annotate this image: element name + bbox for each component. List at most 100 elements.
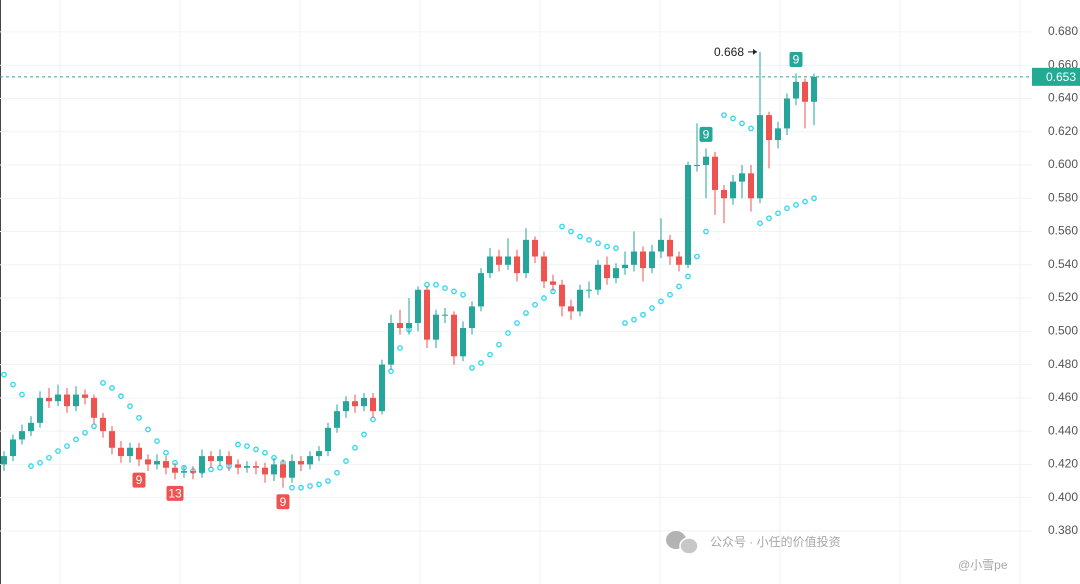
candle-body: [469, 306, 475, 329]
y-tick-label: 0.440: [1048, 423, 1078, 437]
sar-dot: [145, 426, 151, 433]
sar-dot: [703, 228, 709, 235]
candle-body: [424, 289, 430, 340]
candle-body: [676, 256, 682, 265]
candle-body: [703, 156, 709, 166]
candle-body: [55, 394, 61, 402]
sar-dot: [577, 233, 583, 240]
candle-body: [577, 289, 583, 312]
candle-body: [19, 431, 25, 440]
sar-dot: [334, 469, 340, 476]
sar-dot: [1, 371, 7, 378]
candle-body: [568, 306, 574, 312]
sar-dot: [514, 320, 520, 326]
td-marker-label: 9: [793, 53, 800, 67]
sar-dot: [217, 464, 223, 471]
candle-body: [172, 467, 178, 473]
sar-dot: [325, 478, 331, 484]
td-marker-label: 9: [703, 128, 710, 142]
sar-dot: [793, 202, 799, 208]
td-marker-label: 13: [168, 487, 182, 501]
sar-dot: [91, 423, 97, 430]
candle-body: [298, 461, 304, 465]
candle-body: [712, 156, 718, 190]
sar-dot: [730, 115, 736, 122]
sar-dot: [46, 454, 52, 461]
last-price-bg: [1032, 67, 1080, 86]
candle-body: [28, 422, 34, 432]
candle-body: [748, 173, 754, 199]
candle-body: [334, 411, 340, 428]
candle-body: [136, 447, 142, 460]
sar-dot: [343, 458, 349, 464]
candle-body: [559, 284, 565, 307]
candle-body: [127, 447, 133, 457]
y-tick-label: 0.580: [1048, 190, 1078, 204]
candle-body: [361, 397, 367, 407]
td-marker-bg: [132, 472, 146, 488]
candle-body: [325, 427, 331, 452]
sar-dot: [235, 441, 241, 448]
sar-dot: [541, 295, 547, 301]
sar-dot: [361, 431, 367, 438]
candle-body: [784, 98, 790, 129]
candle-body: [496, 256, 502, 265]
td-marker-bg: [166, 485, 184, 501]
sar-dot: [496, 341, 502, 348]
sar-dot: [244, 443, 250, 450]
sar-dot: [757, 220, 763, 227]
y-tick-label: 0.560: [1048, 224, 1078, 238]
sar-dot: [19, 391, 25, 398]
candle-body: [253, 466, 259, 468]
sar-dot: [505, 330, 511, 336]
candle-body: [1, 456, 7, 465]
candle-body: [586, 289, 592, 291]
candle-body: [694, 165, 700, 167]
y-tick-label: 0.460: [1048, 390, 1078, 404]
candle-body: [433, 314, 439, 340]
y-tick-label: 0.400: [1048, 490, 1078, 504]
sar-dot: [73, 436, 79, 443]
candle-body: [685, 165, 691, 265]
candle-body: [190, 471, 196, 473]
y-tick-label: 0.480: [1048, 357, 1078, 371]
sar-dot: [370, 416, 376, 423]
candle-body: [523, 239, 529, 274]
sar-dot: [352, 444, 358, 451]
candle-body: [415, 289, 421, 324]
sar-dot: [154, 438, 160, 445]
sar-dot: [64, 443, 70, 450]
watermark: 公众号 · 小任的价值投资 @小雪pe: [666, 531, 1008, 572]
sar-dot: [784, 205, 790, 212]
candle-body: [316, 451, 322, 457]
candle-body: [802, 81, 808, 102]
sar-dot: [55, 448, 61, 454]
sar-dot: [640, 311, 646, 318]
td-marker-bg: [699, 126, 713, 142]
candle-body: [199, 456, 205, 473]
candle-body: [658, 239, 664, 252]
watermark-text: 公众号 · 小任的价值投资: [710, 534, 841, 549]
candle-body: [118, 447, 124, 457]
y-tick-label: 0.680: [1048, 24, 1078, 38]
sar-dot: [316, 481, 322, 488]
candle-body: [64, 394, 70, 407]
sar-dot: [595, 240, 601, 247]
sar-dot: [460, 291, 466, 298]
candle-body: [631, 251, 637, 265]
sar-dot: [721, 112, 727, 119]
td-marker-label: 9: [280, 495, 287, 509]
sar-dot: [622, 320, 628, 326]
wechat-icon: [679, 537, 699, 555]
y-tick-label: 0.620: [1048, 124, 1078, 138]
candle-body: [487, 256, 493, 274]
sar-dot: [307, 483, 313, 489]
sar-dot: [433, 281, 439, 288]
candle-body: [244, 466, 250, 468]
sar-dot: [163, 449, 169, 456]
y-tick-label: 0.380: [1048, 523, 1078, 537]
candle-body: [442, 314, 448, 316]
candle-body: [478, 273, 484, 307]
sar-dot: [397, 345, 403, 351]
sar-dot: [676, 283, 682, 290]
